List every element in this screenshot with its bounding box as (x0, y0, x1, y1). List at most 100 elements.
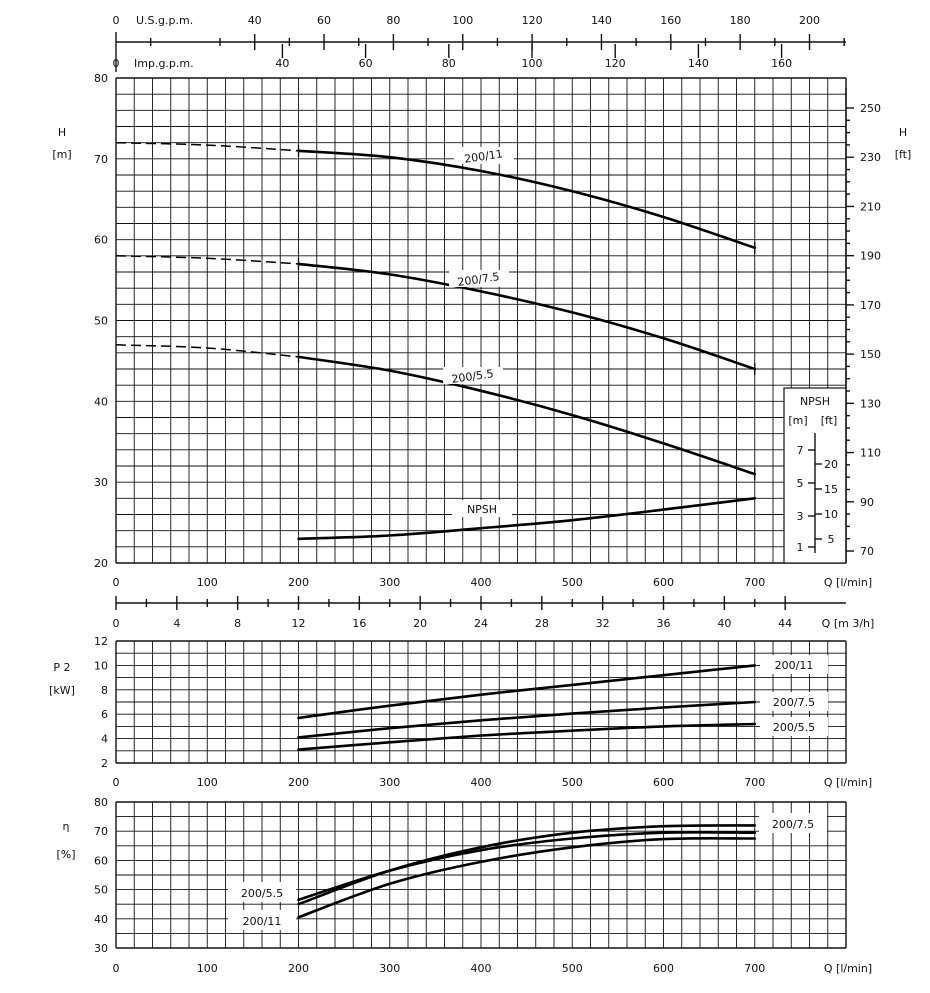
head-x-tick-label: 700 (744, 576, 765, 589)
power-x-tick-label: 200 (288, 776, 309, 789)
head-x-tick-label: 500 (562, 576, 583, 589)
head-curve-label-bg (443, 367, 503, 384)
eff-y-tick-label: 40 (94, 913, 108, 926)
power-y-tick-label: 8 (101, 684, 108, 697)
head-x-tick-label: 300 (379, 576, 400, 589)
head-curve-npsh (297, 497, 757, 541)
m3h-tick-label: 8 (234, 617, 241, 630)
head-ft-tick-label: 90 (860, 496, 874, 509)
npsh-ft-tick-label: 5 (828, 533, 835, 546)
head-y-tick-label: 40 (94, 395, 108, 408)
power-curve-200-5-5 (297, 722, 757, 751)
head-ft-tick-label: 210 (860, 200, 881, 213)
eff-y-tick-label: 80 (94, 796, 108, 809)
power-x-axis-label: Q [l/min] (824, 776, 872, 789)
eff-curve-200-11 (297, 836, 757, 919)
us-gpm-tick-label: 140 (591, 14, 612, 27)
eff-x-tick-label: 200 (288, 962, 309, 975)
eff-y-tick-label: 60 (94, 854, 108, 867)
power-curve-label-200-5-5: 200/5.5 (773, 721, 815, 734)
power-x-tick-label: 100 (197, 776, 218, 789)
npsh-scale-title: NPSH (800, 395, 830, 408)
imp-gpm-tick-label: 140 (688, 57, 709, 70)
m3h-axis-label: Q [m 3/h] (822, 617, 875, 630)
npsh-m-tick-label: 1 (797, 541, 804, 554)
eff-curve-label-bg (759, 813, 827, 833)
head-curve-label-200-7-5: 200/7.5 (457, 270, 501, 289)
head-x-tick-label: 600 (653, 576, 674, 589)
power-y-tick-label: 2 (101, 757, 108, 770)
power-curve-label-200-11: 200/11 (775, 659, 814, 672)
us-gpm-tick-label: 180 (730, 14, 751, 27)
imp-gpm-first-tick: 0 (113, 57, 120, 70)
imp-gpm-tick-label: 60 (359, 57, 373, 70)
eff-y-tick-label: 70 (94, 825, 108, 838)
head-x-tick-label: 100 (197, 576, 218, 589)
npsh-m-tick-label: 7 (797, 444, 804, 457)
eff-x-tick-label: 400 (471, 962, 492, 975)
axes-layer (115, 32, 854, 610)
curves-layer (115, 141, 757, 919)
power-curve-label-bg (760, 655, 828, 674)
imp-gpm-tick-label: 160 (771, 57, 792, 70)
npsh-ft-tick-label: 20 (824, 458, 838, 471)
head-curve-200-5-5 (297, 355, 757, 476)
head-curve-label-npsh: NPSH (467, 503, 497, 516)
head-curve-dashed-200-11 (115, 141, 299, 152)
us-gpm-tick-label: 200 (799, 14, 820, 27)
power-curve-label-200-7-5: 200/7.5 (773, 696, 815, 709)
head-ft-tick-label: 130 (860, 397, 881, 410)
eff-y-axis-unit: [%] (56, 848, 75, 861)
head-ft-tick-label: 170 (860, 299, 881, 312)
power-y-tick-label: 4 (101, 733, 108, 746)
us-gpm-tick-label: 60 (317, 14, 331, 27)
head-x-tick-label: 400 (471, 576, 492, 589)
us-gpm-tick-label: 80 (386, 14, 400, 27)
eff-curve-200-5-5 (297, 830, 757, 902)
power-y-axis-unit: [kW] (49, 684, 75, 697)
head-x-tick-label: 0 (113, 576, 120, 589)
m3h-tick-label: 40 (717, 617, 731, 630)
eff-curve-label-bg (228, 882, 296, 902)
m3h-tick-label: 32 (596, 617, 610, 630)
imp-gpm-tick-label: 100 (522, 57, 543, 70)
npsh-scale-unit-ft: [ft] (821, 414, 838, 427)
us-gpm-tick-label: 120 (522, 14, 543, 27)
m3h-tick-label: 20 (413, 617, 427, 630)
imp-gpm-label: Imp.g.p.m. (134, 57, 194, 70)
us-gpm-first-tick: 0 (113, 14, 120, 27)
power-x-tick-label: 600 (653, 776, 674, 789)
power-y-axis-label: P 2 (53, 661, 70, 674)
npsh-m-tick-label: 5 (797, 477, 804, 490)
eff-x-tick-label: 100 (197, 962, 218, 975)
power-x-tick-label: 300 (379, 776, 400, 789)
us-gpm-label: U.S.g.p.m. (136, 14, 193, 27)
m3h-tick-label: 28 (535, 617, 549, 630)
imp-gpm-tick-label: 40 (275, 57, 289, 70)
m3h-tick-label: 44 (778, 617, 792, 630)
head-x-axis-label: Q [l/min] (824, 576, 872, 589)
imp-gpm-tick-label: 80 (442, 57, 456, 70)
eff-y-axis-label: η (63, 820, 70, 833)
head-ft-tick-label: 190 (860, 250, 881, 263)
labels-layer: NPSH[m] [ft]7531201510520304050607080H[m]… (49, 14, 911, 975)
imp-gpm-tick-label: 120 (605, 57, 626, 70)
npsh-m-tick-label: 3 (797, 510, 804, 523)
power-x-tick-label: 700 (744, 776, 765, 789)
head-y-axis-label: H (58, 126, 66, 139)
head-y2-axis-label: H (899, 126, 907, 139)
npsh-ft-tick-label: 15 (824, 483, 838, 496)
npsh-ft-tick-label: 10 (824, 508, 838, 521)
head-curve-label-200-11: 200/11 (463, 147, 503, 165)
us-gpm-tick-label: 40 (248, 14, 262, 27)
head-curve-label-bg (449, 270, 509, 287)
m3h-tick-label: 4 (173, 617, 180, 630)
us-gpm-tick-label: 160 (660, 14, 681, 27)
eff-y-tick-label: 50 (94, 884, 108, 897)
power-curve-label-bg (760, 717, 828, 736)
power-x-tick-label: 500 (562, 776, 583, 789)
head-ft-tick-label: 150 (860, 348, 881, 361)
eff-curve-label-200-5-5: 200/5.5 (241, 887, 283, 900)
eff-curve-label-bg (228, 910, 296, 930)
